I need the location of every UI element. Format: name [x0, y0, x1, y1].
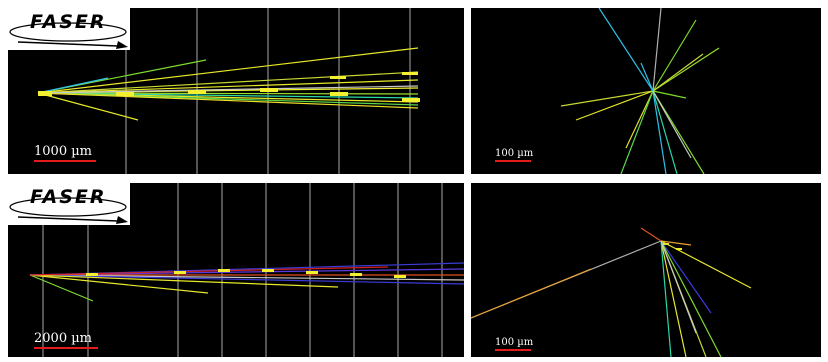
track-view-bottom-left: FASER 2000 µm: [8, 183, 464, 357]
scale-label: 1000 µm: [34, 144, 92, 159]
scale-label: 100 µm: [495, 148, 534, 159]
scale-label: 100 µm: [495, 337, 534, 348]
faser-logo: FASER: [8, 183, 130, 225]
tracks-side-view-2: [29, 183, 464, 357]
logo-text: FASER: [30, 11, 107, 33]
tracks-front-view-1: [560, 8, 720, 174]
scale-bar-top-right: 100 µm: [495, 148, 533, 162]
tracks-front-view-2: [471, 227, 752, 357]
scale-bar-top-left: 1000 µm: [34, 144, 96, 162]
track-view-top-left: FASER 1000 µm: [8, 8, 464, 174]
scale-bar-bottom-left: 2000 µm: [34, 331, 98, 349]
faser-logo: FASER: [8, 8, 130, 50]
tracks-side-view-1: [37, 8, 420, 174]
scale-label: 2000 µm: [34, 331, 92, 346]
logo-swoosh-icon: [9, 197, 128, 224]
track-view-top-right: 100 µm: [471, 8, 821, 174]
logo-swoosh-icon: [9, 22, 128, 49]
track-view-bottom-right: 100 µm: [471, 183, 821, 357]
scale-bar-bottom-right: 100 µm: [495, 337, 533, 351]
logo-text: FASER: [30, 186, 107, 208]
